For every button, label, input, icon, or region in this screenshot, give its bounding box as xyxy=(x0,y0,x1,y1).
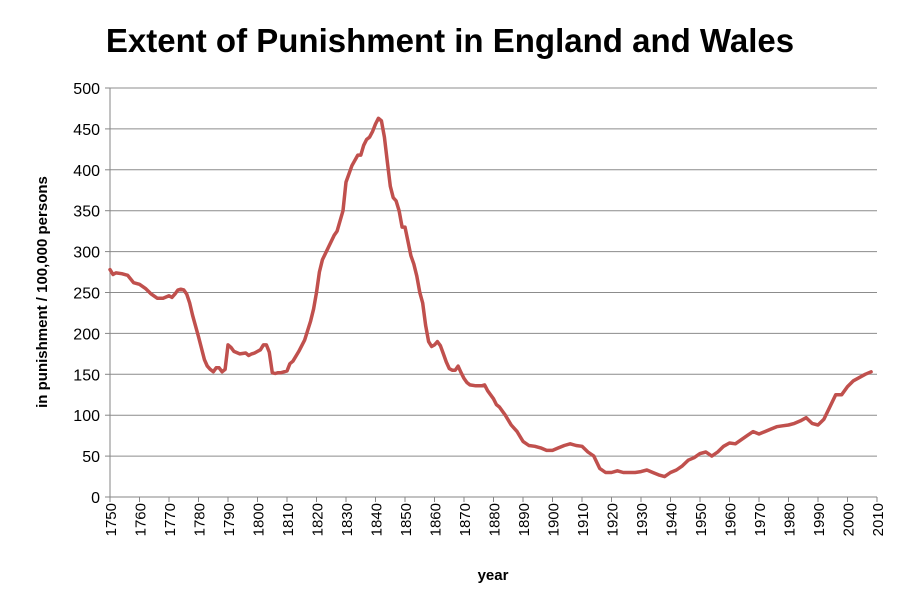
x-tick-label: 1850 xyxy=(398,503,415,536)
x-tick-label: 1930 xyxy=(634,503,651,536)
x-tick-label: 1820 xyxy=(310,503,327,536)
y-tick-label: 450 xyxy=(73,122,100,139)
y-tick-label: 400 xyxy=(73,163,100,180)
x-tick-label: 1760 xyxy=(133,503,150,536)
x-tick-label: 1970 xyxy=(752,503,769,536)
axes xyxy=(105,87,878,502)
x-tick-label: 1800 xyxy=(251,503,268,536)
x-tick-label: 2000 xyxy=(841,503,858,536)
y-tick-label: 300 xyxy=(73,245,100,262)
x-tick-label: 1910 xyxy=(575,503,592,536)
x-tick-label: 1810 xyxy=(280,503,297,536)
y-tick-label: 500 xyxy=(73,81,100,98)
gridlines xyxy=(110,87,877,457)
x-tick-label: 1890 xyxy=(516,503,533,536)
y-axis-tick-labels: 0 50 100 150 200 250 300 350 400 450 500 xyxy=(73,81,100,507)
x-tick-label: 2010 xyxy=(870,503,887,536)
series-layer xyxy=(108,116,873,479)
x-tick-label: 1950 xyxy=(693,503,710,536)
y-tick-label: 250 xyxy=(73,286,100,303)
y-tick-label: 0 xyxy=(91,490,100,507)
y-tick-label: 100 xyxy=(73,408,100,425)
x-tick-label: 1940 xyxy=(664,503,681,536)
x-axis-tick-labels: 1750 1760 1770 1780 1790 1800 1810 1820 1830 1840… xyxy=(103,503,887,536)
x-tick-label: 1840 xyxy=(369,503,386,536)
series-line xyxy=(108,116,873,479)
x-tick-label: 1920 xyxy=(605,503,622,536)
y-tick-label: 150 xyxy=(73,367,100,384)
x-tick-label: 1790 xyxy=(221,503,238,536)
x-tick-label: 1780 xyxy=(192,503,209,536)
x-tick-label: 1770 xyxy=(162,503,179,536)
y-tick-label: 200 xyxy=(73,326,100,343)
x-tick-label: 1880 xyxy=(487,503,504,536)
x-tick-label: 1960 xyxy=(723,503,740,536)
x-axis-label: year xyxy=(478,567,509,584)
x-tick-label: 1860 xyxy=(428,503,445,536)
x-tick-label: 1830 xyxy=(339,503,356,536)
x-tick-label: 1980 xyxy=(782,503,799,536)
x-tick-label: 1750 xyxy=(103,503,120,536)
y-axis-label: in punishment / 100,000 persons xyxy=(34,176,51,408)
x-tick-label: 1990 xyxy=(811,503,828,536)
y-tick-label: 50 xyxy=(82,449,100,466)
x-tick-label: 1900 xyxy=(546,503,563,536)
y-tick-label: 350 xyxy=(73,204,100,221)
x-tick-label: 1870 xyxy=(457,503,474,536)
chart-title: Extent of Punishment in England and Wale… xyxy=(106,22,794,59)
